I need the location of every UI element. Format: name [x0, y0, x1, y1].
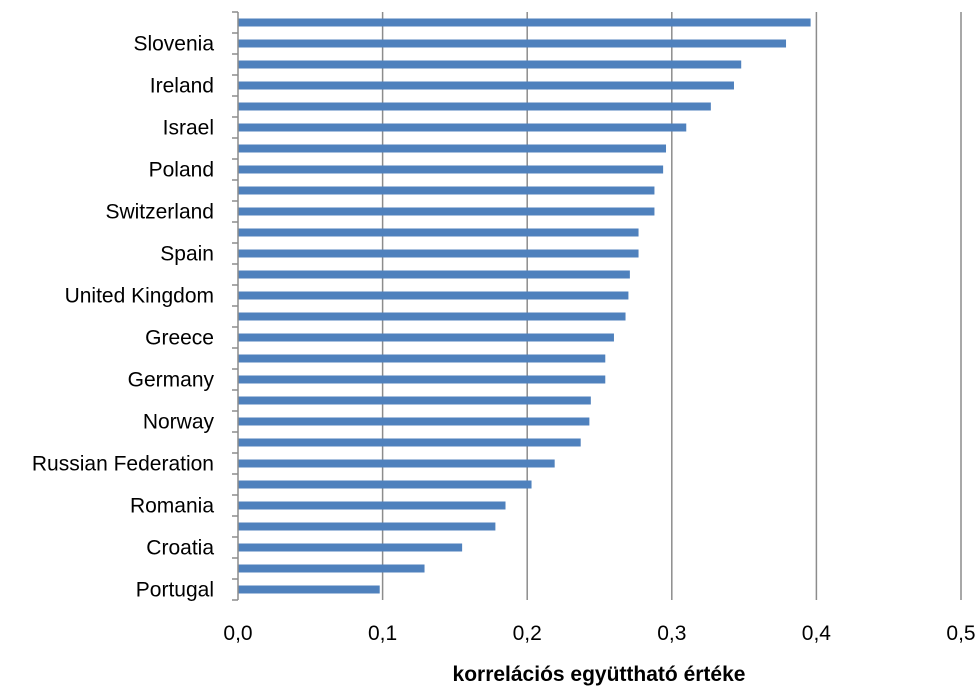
axes [232, 11, 239, 601]
bar [238, 501, 506, 510]
y-tick-label: Slovenia [133, 33, 214, 56]
bar [238, 459, 555, 468]
x-tick-label: 0,1 [368, 622, 397, 645]
y-tick-label: Spain [160, 243, 214, 266]
y-tick-label: Switzerland [105, 201, 214, 224]
bar [238, 81, 734, 90]
y-tick-label: United Kingdom [65, 285, 214, 308]
y-tick-label: Croatia [146, 537, 214, 560]
x-axis-title: korrelációs együttható értéke [453, 663, 746, 686]
x-tick-label: 0,0 [223, 622, 252, 645]
bar [238, 144, 667, 153]
bar [238, 564, 425, 573]
bar [238, 522, 496, 531]
bar [238, 186, 655, 195]
bar [238, 585, 380, 594]
bar [238, 396, 591, 405]
bar [238, 18, 811, 27]
y-tick-label: Portugal [136, 579, 214, 602]
bar [238, 291, 629, 300]
bar [238, 165, 664, 174]
bar [238, 438, 581, 447]
y-tick-label: Ireland [150, 75, 214, 98]
y-tick-label: Germany [128, 369, 215, 392]
y-tick-label: Norway [143, 411, 215, 434]
bar [238, 123, 687, 132]
bar [238, 207, 655, 216]
x-tick-labels: 0,0 0,1 0,2 0,3 0,4 0,5 [223, 622, 975, 645]
bar [238, 249, 639, 258]
bar [238, 543, 463, 552]
bar [238, 270, 630, 279]
y-tick-label: Romania [130, 495, 214, 518]
bars [238, 18, 811, 594]
bar [238, 228, 639, 237]
y-tick-label: Greece [145, 327, 214, 350]
y-tick-label: Poland [149, 159, 214, 182]
x-tick-label: 0,4 [802, 622, 832, 645]
bar [238, 312, 626, 321]
y-tick-label: Israel [163, 117, 214, 140]
bar [238, 375, 606, 384]
x-tick-label: 0,2 [513, 622, 542, 645]
bar [238, 480, 532, 489]
bar [238, 354, 606, 363]
bar [238, 102, 711, 111]
y-tick-labels: Portugal Croatia Romania Russian Federation… [32, 33, 215, 602]
bar [238, 39, 787, 48]
bar [238, 60, 742, 69]
bar [238, 333, 614, 342]
gridlines [381, 12, 962, 600]
y-tick-label: Russian Federation [32, 453, 214, 476]
x-tick-label: 0,3 [657, 622, 686, 645]
x-tick-label: 0,5 [946, 622, 975, 645]
bar [238, 417, 590, 426]
